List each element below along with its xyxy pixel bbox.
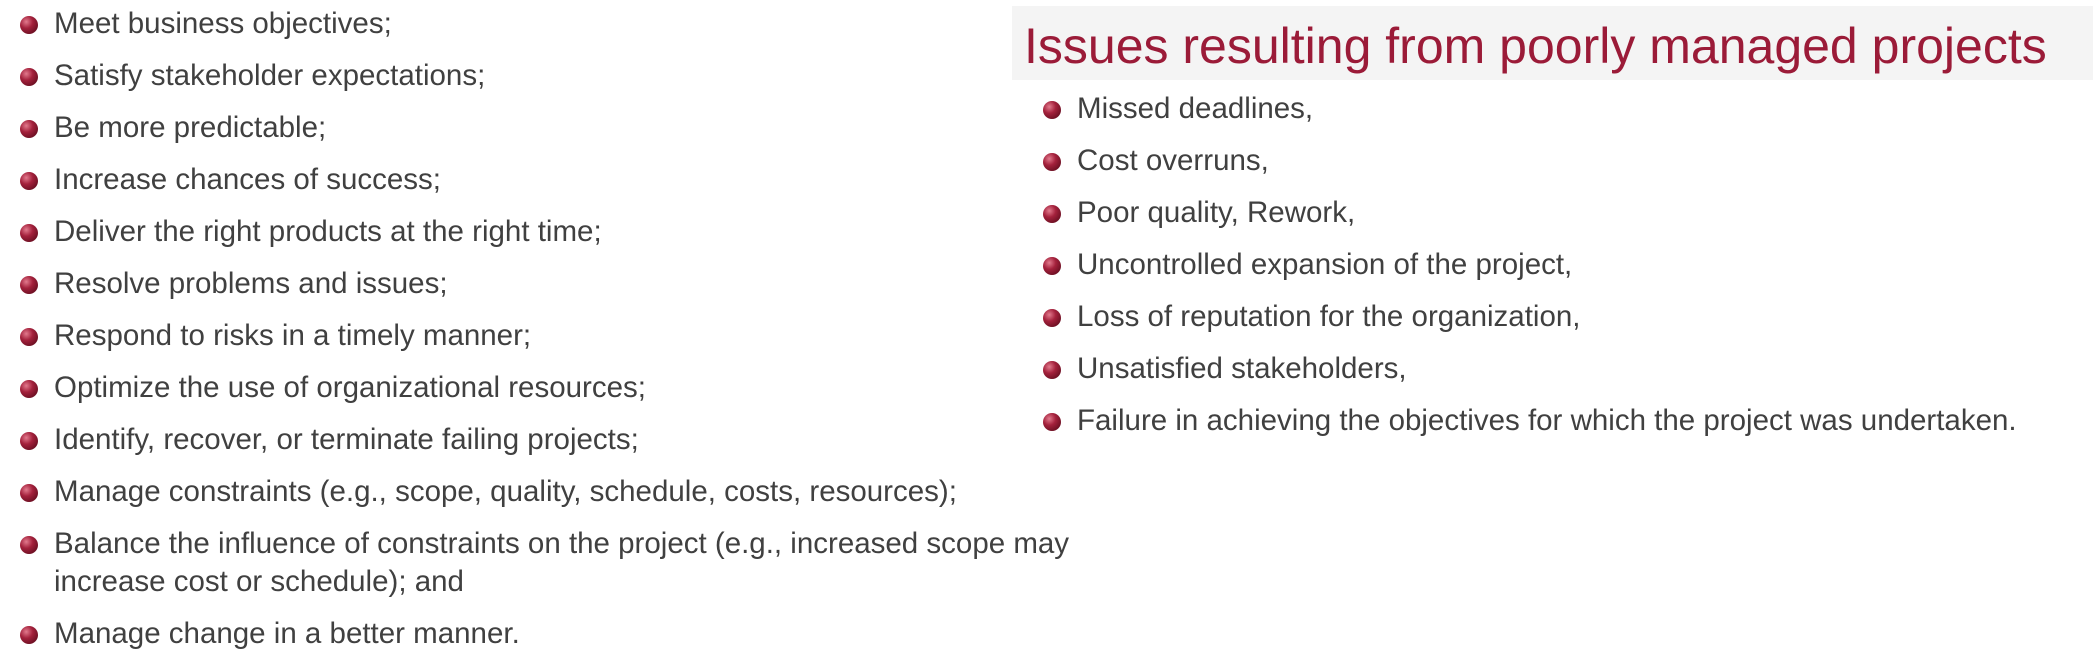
list-item-text: Poor quality, Rework, [1077, 196, 1356, 229]
section-title: Issues resulting from poorly managed pro… [1024, 18, 2047, 74]
list-item-text: Manage change in a better manner. [54, 617, 520, 650]
list-item: Increase chances of success; [14, 161, 1124, 199]
list-item-text: Failure in achieving the objectives for … [1077, 404, 2017, 437]
ball-bullet-icon [20, 120, 38, 138]
list-item-text: Optimize the use of organizational resou… [54, 371, 646, 404]
list-item-text: Be more predictable; [54, 111, 327, 144]
issues-list: Missed deadlines, Cost overruns, Poor qu… [1037, 90, 2087, 454]
list-item: Resolve problems and issues; [14, 265, 1124, 303]
list-item-text: Manage constraints (e.g., scope, quality… [54, 475, 957, 508]
ball-bullet-icon [20, 484, 38, 502]
list-item: Satisfy stakeholder expectations; [14, 57, 1124, 95]
ball-bullet-icon [20, 172, 38, 190]
ball-bullet-icon [1043, 153, 1061, 171]
list-item-text: Identify, recover, or terminate failing … [54, 423, 639, 456]
ball-bullet-icon [20, 328, 38, 346]
list-item: Balance the influence of constraints on … [14, 525, 1154, 601]
list-item-text: Satisfy stakeholder expectations; [54, 59, 486, 92]
list-item-text: Meet business objectives; [54, 7, 392, 40]
list-item-text: Increase chances of success; [54, 163, 441, 196]
ball-bullet-icon [1043, 205, 1061, 223]
ball-bullet-icon [20, 68, 38, 86]
list-item-text: Missed deadlines, [1077, 92, 1314, 125]
list-item: Meet business objectives; [14, 5, 1124, 43]
ball-bullet-icon [1043, 257, 1061, 275]
list-item-text: Deliver the right products at the right … [54, 215, 602, 248]
ball-bullet-icon [20, 626, 38, 644]
list-item-text: Loss of reputation for the organization, [1077, 300, 1581, 333]
list-item: Unsatisfied stakeholders, [1037, 350, 2087, 388]
ball-bullet-icon [20, 536, 38, 554]
list-item: Poor quality, Rework, [1037, 194, 2087, 232]
ball-bullet-icon [20, 432, 38, 450]
list-item-text: Resolve problems and issues; [54, 267, 448, 300]
list-item-text: Cost overruns, [1077, 144, 1269, 177]
ball-bullet-icon [20, 16, 38, 34]
ball-bullet-icon [20, 276, 38, 294]
list-item: Be more predictable; [14, 109, 1124, 147]
list-item: Manage change in a better manner. [14, 615, 1124, 653]
list-item-text: Uncontrolled expansion of the project, [1077, 248, 1573, 281]
list-item: Uncontrolled expansion of the project, [1037, 246, 2087, 284]
list-item-text: Unsatisfied stakeholders, [1077, 352, 1407, 385]
benefits-list: Meet business objectives; Satisfy stakeh… [14, 5, 1124, 667]
list-item-text: Balance the influence of constraints on … [54, 527, 1070, 598]
list-item: Cost overruns, [1037, 142, 2087, 180]
list-item: Manage constraints (e.g., scope, quality… [14, 473, 1124, 511]
ball-bullet-icon [20, 380, 38, 398]
list-item: Missed deadlines, [1037, 90, 2087, 128]
list-item: Optimize the use of organizational resou… [14, 369, 1124, 407]
list-item-text: Respond to risks in a timely manner; [54, 319, 532, 352]
list-item: Loss of reputation for the organization, [1037, 298, 2087, 336]
section-title-band: Issues resulting from poorly managed pro… [1012, 6, 2093, 80]
list-item: Deliver the right products at the right … [14, 213, 1124, 251]
ball-bullet-icon [1043, 101, 1061, 119]
ball-bullet-icon [20, 224, 38, 242]
list-item: Failure in achieving the objectives for … [1037, 402, 2087, 440]
ball-bullet-icon [1043, 361, 1061, 379]
ball-bullet-icon [1043, 413, 1061, 431]
ball-bullet-icon [1043, 309, 1061, 327]
list-item: Respond to risks in a timely manner; [14, 317, 1124, 355]
list-item: Identify, recover, or terminate failing … [14, 421, 1124, 459]
